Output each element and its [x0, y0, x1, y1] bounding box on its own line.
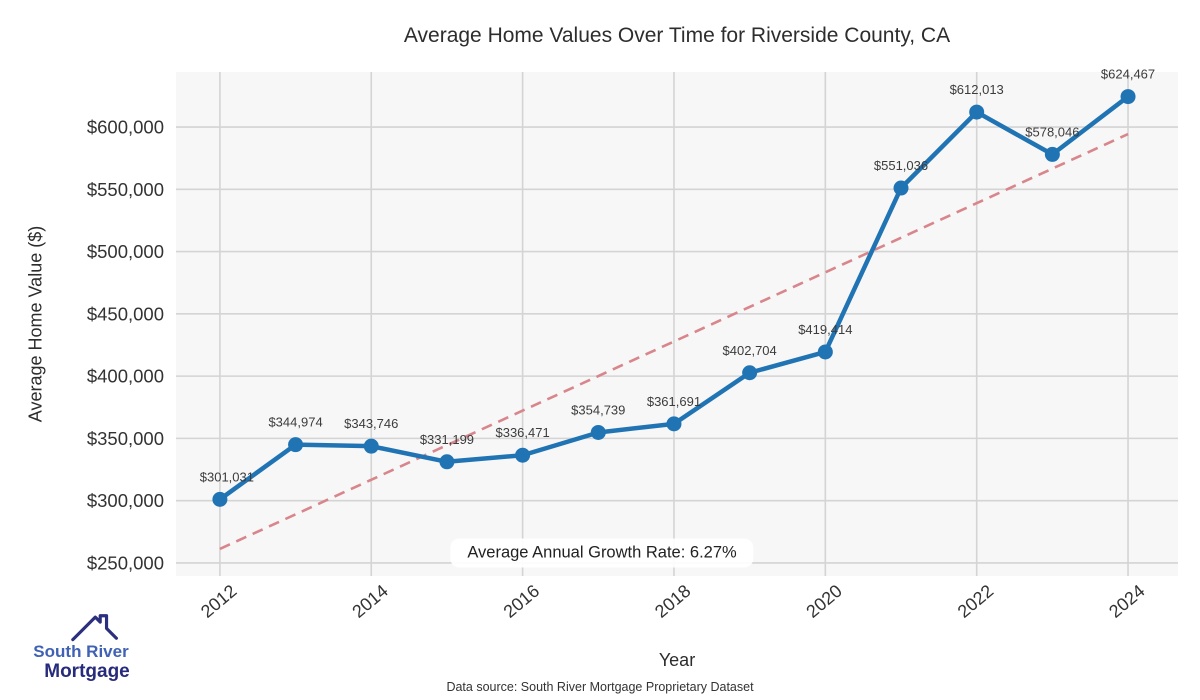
svg-text:2016: 2016 [500, 581, 544, 622]
svg-text:2014: 2014 [348, 581, 392, 622]
chart-title: Average Home Values Over Time for Rivers… [403, 24, 951, 47]
x-axis-label: Year [658, 650, 696, 670]
svg-text:$344,974: $344,974 [268, 415, 322, 430]
svg-text:2020: 2020 [802, 581, 846, 622]
svg-text:2018: 2018 [651, 581, 695, 622]
logo-text-line2: Mortgage [44, 661, 130, 682]
svg-text:2022: 2022 [954, 581, 998, 622]
svg-text:2012: 2012 [197, 581, 241, 622]
svg-text:$301,031: $301,031 [200, 469, 254, 484]
svg-text:$612,013: $612,013 [950, 82, 1004, 97]
svg-text:$300,000: $300,000 [87, 490, 164, 511]
svg-text:$343,746: $343,746 [344, 416, 398, 431]
svg-text:$624,467: $624,467 [1101, 67, 1155, 82]
svg-text:$500,000: $500,000 [87, 241, 164, 262]
svg-text:$331,199: $331,199 [420, 432, 474, 447]
house-roof-icon [71, 614, 118, 642]
svg-text:$578,046: $578,046 [1025, 124, 1079, 139]
svg-text:$402,704: $402,704 [723, 343, 777, 358]
growth-rate-annotation: Average Annual Growth Rate: 6.27% [450, 538, 754, 568]
logo: South River Mortgage [16, 610, 146, 683]
svg-text:$250,000: $250,000 [87, 552, 164, 573]
svg-text:$361,691: $361,691 [647, 394, 701, 409]
svg-text:$336,471: $336,471 [495, 425, 549, 440]
y-axis-label: Average Home Value ($) [25, 225, 46, 423]
svg-text:$354,739: $354,739 [571, 402, 625, 417]
svg-text:$400,000: $400,000 [87, 366, 164, 387]
svg-text:$600,000: $600,000 [87, 117, 164, 138]
svg-text:$350,000: $350,000 [87, 428, 164, 449]
logo-text-line1: South River [33, 642, 129, 661]
data-source-caption: Data source: South River Mortgage Propri… [446, 680, 754, 694]
svg-text:2024: 2024 [1105, 581, 1149, 622]
svg-text:$550,000: $550,000 [87, 179, 164, 200]
svg-text:$551,036: $551,036 [874, 158, 928, 173]
svg-text:$450,000: $450,000 [87, 303, 164, 324]
svg-text:$419,414: $419,414 [798, 322, 852, 337]
